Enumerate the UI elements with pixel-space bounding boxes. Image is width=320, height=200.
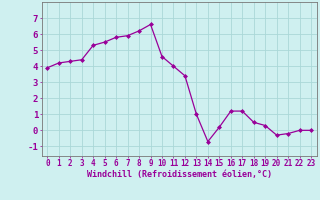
X-axis label: Windchill (Refroidissement éolien,°C): Windchill (Refroidissement éolien,°C) <box>87 170 272 179</box>
